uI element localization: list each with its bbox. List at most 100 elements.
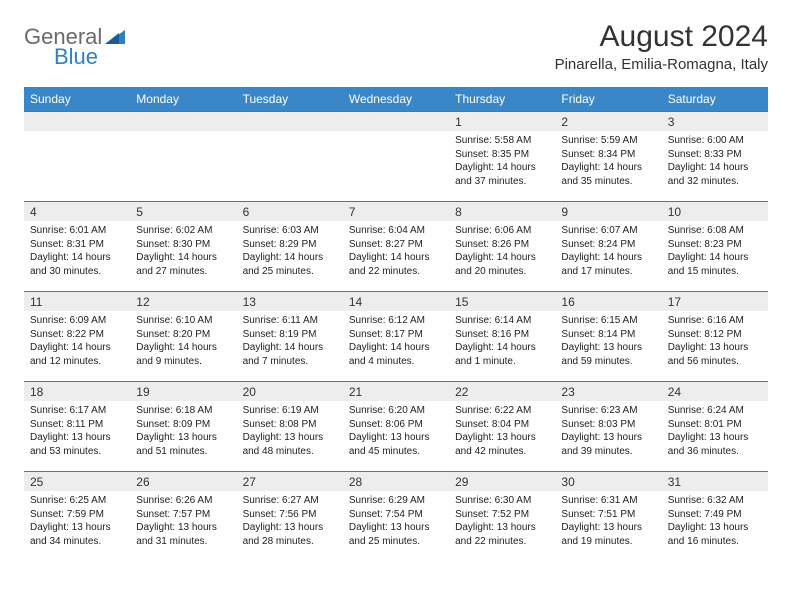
week-row: 4Sunrise: 6:01 AMSunset: 8:31 PMDaylight… xyxy=(24,202,768,292)
sunrise-text: Sunrise: 6:18 AM xyxy=(136,404,230,418)
sunrise-text: Sunrise: 6:02 AM xyxy=(136,224,230,238)
day-details: Sunrise: 6:20 AMSunset: 8:06 PMDaylight:… xyxy=(343,401,449,462)
day-cell: 13Sunrise: 6:11 AMSunset: 8:19 PMDayligh… xyxy=(237,292,343,382)
sunset-text: Sunset: 7:59 PM xyxy=(30,508,124,522)
sunrise-text: Sunrise: 6:25 AM xyxy=(30,494,124,508)
day-cell: 20Sunrise: 6:19 AMSunset: 8:08 PMDayligh… xyxy=(237,382,343,472)
sunrise-text: Sunrise: 6:04 AM xyxy=(349,224,443,238)
sunrise-text: Sunrise: 6:17 AM xyxy=(30,404,124,418)
day-cell: 3Sunrise: 6:00 AMSunset: 8:33 PMDaylight… xyxy=(662,112,768,202)
day-cell xyxy=(130,112,236,202)
day-number: 21 xyxy=(343,382,449,401)
day-cell: 6Sunrise: 6:03 AMSunset: 8:29 PMDaylight… xyxy=(237,202,343,292)
day-details: Sunrise: 6:16 AMSunset: 8:12 PMDaylight:… xyxy=(662,311,768,372)
day-number xyxy=(24,112,130,131)
day-cell: 21Sunrise: 6:20 AMSunset: 8:06 PMDayligh… xyxy=(343,382,449,472)
daylight-text: Daylight: 13 hours and 59 minutes. xyxy=(561,341,655,368)
sunrise-text: Sunrise: 6:03 AM xyxy=(243,224,337,238)
sunrise-text: Sunrise: 6:27 AM xyxy=(243,494,337,508)
day-cell: 18Sunrise: 6:17 AMSunset: 8:11 PMDayligh… xyxy=(24,382,130,472)
day-details: Sunrise: 5:58 AMSunset: 8:35 PMDaylight:… xyxy=(449,131,555,192)
sunset-text: Sunset: 8:19 PM xyxy=(243,328,337,342)
day-cell: 4Sunrise: 6:01 AMSunset: 8:31 PMDaylight… xyxy=(24,202,130,292)
sunrise-text: Sunrise: 6:29 AM xyxy=(349,494,443,508)
day-cell: 29Sunrise: 6:30 AMSunset: 7:52 PMDayligh… xyxy=(449,472,555,562)
sunrise-text: Sunrise: 6:06 AM xyxy=(455,224,549,238)
day-cell xyxy=(343,112,449,202)
day-details: Sunrise: 6:00 AMSunset: 8:33 PMDaylight:… xyxy=(662,131,768,192)
sunset-text: Sunset: 8:17 PM xyxy=(349,328,443,342)
day-number: 23 xyxy=(555,382,661,401)
daylight-text: Daylight: 14 hours and 22 minutes. xyxy=(349,251,443,278)
sunset-text: Sunset: 8:26 PM xyxy=(455,238,549,252)
day-cell: 9Sunrise: 6:07 AMSunset: 8:24 PMDaylight… xyxy=(555,202,661,292)
day-cell: 30Sunrise: 6:31 AMSunset: 7:51 PMDayligh… xyxy=(555,472,661,562)
sunset-text: Sunset: 8:03 PM xyxy=(561,418,655,432)
day-number: 26 xyxy=(130,472,236,491)
day-number: 31 xyxy=(662,472,768,491)
day-details: Sunrise: 6:25 AMSunset: 7:59 PMDaylight:… xyxy=(24,491,130,552)
sunset-text: Sunset: 8:29 PM xyxy=(243,238,337,252)
day-cell: 16Sunrise: 6:15 AMSunset: 8:14 PMDayligh… xyxy=(555,292,661,382)
day-details: Sunrise: 6:32 AMSunset: 7:49 PMDaylight:… xyxy=(662,491,768,552)
day-details: Sunrise: 6:03 AMSunset: 8:29 PMDaylight:… xyxy=(237,221,343,282)
daylight-text: Daylight: 14 hours and 9 minutes. xyxy=(136,341,230,368)
day-number: 15 xyxy=(449,292,555,311)
daylight-text: Daylight: 13 hours and 25 minutes. xyxy=(349,521,443,548)
sunrise-text: Sunrise: 5:59 AM xyxy=(561,134,655,148)
day-cell: 27Sunrise: 6:27 AMSunset: 7:56 PMDayligh… xyxy=(237,472,343,562)
daylight-text: Daylight: 14 hours and 12 minutes. xyxy=(30,341,124,368)
day-details: Sunrise: 6:23 AMSunset: 8:03 PMDaylight:… xyxy=(555,401,661,462)
day-number: 5 xyxy=(130,202,236,221)
day-number: 1 xyxy=(449,112,555,131)
sunset-text: Sunset: 8:33 PM xyxy=(668,148,762,162)
sunset-text: Sunset: 8:11 PM xyxy=(30,418,124,432)
sunset-text: Sunset: 8:27 PM xyxy=(349,238,443,252)
sunset-text: Sunset: 8:14 PM xyxy=(561,328,655,342)
sunrise-text: Sunrise: 6:00 AM xyxy=(668,134,762,148)
day-number: 17 xyxy=(662,292,768,311)
day-cell: 7Sunrise: 6:04 AMSunset: 8:27 PMDaylight… xyxy=(343,202,449,292)
day-number: 14 xyxy=(343,292,449,311)
daylight-text: Daylight: 13 hours and 42 minutes. xyxy=(455,431,549,458)
sunset-text: Sunset: 8:34 PM xyxy=(561,148,655,162)
sunset-text: Sunset: 8:08 PM xyxy=(243,418,337,432)
day-number: 4 xyxy=(24,202,130,221)
day-number: 29 xyxy=(449,472,555,491)
month-title: August 2024 xyxy=(555,20,768,54)
sunset-text: Sunset: 7:51 PM xyxy=(561,508,655,522)
sunrise-text: Sunrise: 6:24 AM xyxy=(668,404,762,418)
daylight-text: Daylight: 14 hours and 15 minutes. xyxy=(668,251,762,278)
day-details: Sunrise: 6:26 AMSunset: 7:57 PMDaylight:… xyxy=(130,491,236,552)
logo-triangle-icon xyxy=(105,24,125,50)
daylight-text: Daylight: 13 hours and 39 minutes. xyxy=(561,431,655,458)
day-cell: 19Sunrise: 6:18 AMSunset: 8:09 PMDayligh… xyxy=(130,382,236,472)
sunrise-text: Sunrise: 6:01 AM xyxy=(30,224,124,238)
sunrise-text: Sunrise: 6:31 AM xyxy=(561,494,655,508)
sunrise-text: Sunrise: 6:12 AM xyxy=(349,314,443,328)
sunrise-text: Sunrise: 6:07 AM xyxy=(561,224,655,238)
dow-thursday: Thursday xyxy=(449,87,555,112)
sunrise-text: Sunrise: 6:20 AM xyxy=(349,404,443,418)
day-details: Sunrise: 6:06 AMSunset: 8:26 PMDaylight:… xyxy=(449,221,555,282)
sunrise-text: Sunrise: 6:32 AM xyxy=(668,494,762,508)
daylight-text: Daylight: 14 hours and 32 minutes. xyxy=(668,161,762,188)
day-cell: 1Sunrise: 5:58 AMSunset: 8:35 PMDaylight… xyxy=(449,112,555,202)
day-cell: 26Sunrise: 6:26 AMSunset: 7:57 PMDayligh… xyxy=(130,472,236,562)
day-number: 16 xyxy=(555,292,661,311)
day-details: Sunrise: 6:02 AMSunset: 8:30 PMDaylight:… xyxy=(130,221,236,282)
daylight-text: Daylight: 13 hours and 22 minutes. xyxy=(455,521,549,548)
day-details: Sunrise: 6:18 AMSunset: 8:09 PMDaylight:… xyxy=(130,401,236,462)
sunset-text: Sunset: 7:57 PM xyxy=(136,508,230,522)
day-number: 22 xyxy=(449,382,555,401)
sunset-text: Sunset: 7:49 PM xyxy=(668,508,762,522)
day-details: Sunrise: 6:19 AMSunset: 8:08 PMDaylight:… xyxy=(237,401,343,462)
sunset-text: Sunset: 8:01 PM xyxy=(668,418,762,432)
sunrise-text: Sunrise: 6:14 AM xyxy=(455,314,549,328)
day-number xyxy=(237,112,343,131)
day-details: Sunrise: 6:31 AMSunset: 7:51 PMDaylight:… xyxy=(555,491,661,552)
daylight-text: Daylight: 13 hours and 28 minutes. xyxy=(243,521,337,548)
sunrise-text: Sunrise: 6:22 AM xyxy=(455,404,549,418)
header: General August 2024 Pinarella, Emilia-Ro… xyxy=(24,20,768,73)
daylight-text: Daylight: 13 hours and 19 minutes. xyxy=(561,521,655,548)
